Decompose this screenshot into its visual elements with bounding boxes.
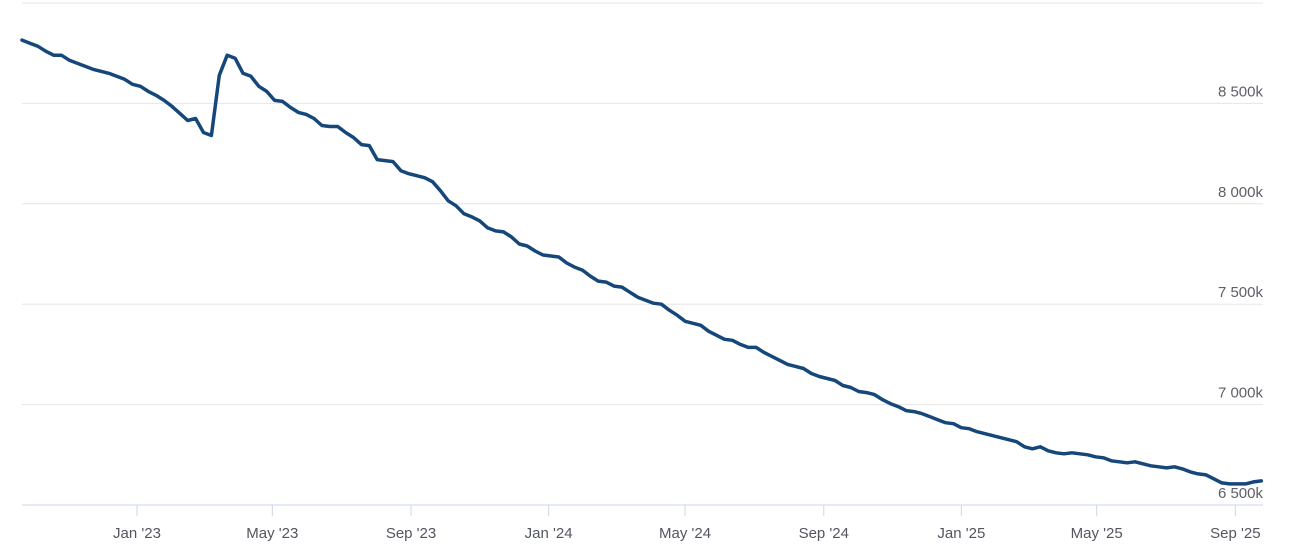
y-axis-label: 8 000k [1218,184,1264,201]
x-axis-label: Sep '25 [1210,525,1260,542]
x-axis-label: May '25 [1071,525,1123,542]
x-axis-label: May '23 [246,525,298,542]
x-axis-label: Jan '23 [113,525,161,542]
x-axis-label: Sep '24 [799,525,849,542]
series-line[interactable] [20,38,1264,486]
x-axis-label: May '24 [659,525,711,542]
y-axis-label: 8 500k [1218,83,1264,100]
x-axis-label: Jan '24 [525,525,573,542]
y-axis-label: 7 500k [1218,284,1264,301]
y-axis-label: 7 000k [1218,385,1264,402]
y-axis-label: 6 500k [1218,485,1264,502]
x-axis-label: Sep '23 [386,525,436,542]
x-axis-label: Jan '25 [937,525,985,542]
